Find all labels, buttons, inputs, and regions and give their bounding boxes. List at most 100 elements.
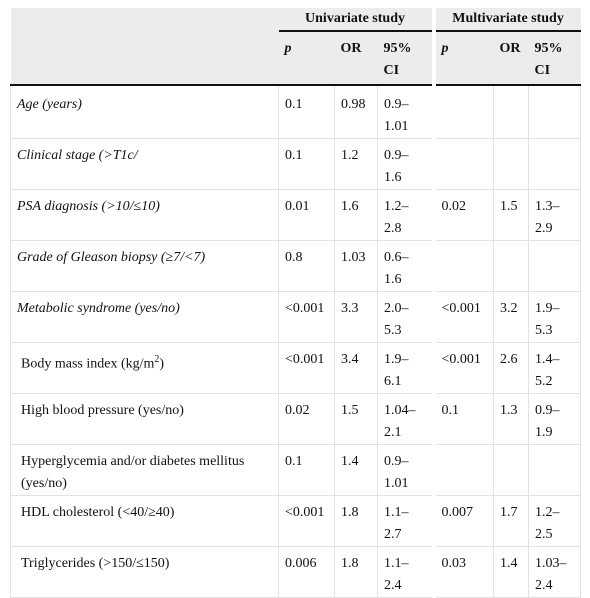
univariate-p-cell: 0.1 bbox=[278, 444, 335, 496]
multivariate-p-header: p bbox=[431, 31, 494, 85]
table-row: Clinical stage (>T1c/0.1 1.2 0.9–1.6 bbox=[10, 138, 582, 190]
univariate-or-cell: 3.3 bbox=[334, 291, 378, 343]
univariate-or-cell: 0.98 bbox=[334, 85, 378, 139]
multivariate-ci-header: 95% CI bbox=[528, 31, 581, 85]
table-body: Age (years) 0.1 0.98 0.9–1.01 Clinical stage… bbox=[10, 85, 582, 598]
label-column-header bbox=[10, 31, 279, 85]
row-label-text: Body mass index (kg/m bbox=[21, 356, 155, 372]
univariate-p-header: p bbox=[278, 31, 335, 85]
table-row: PSA diagnosis (>10/≤10) 0.01 1.6 1.2–2.8 0.0… bbox=[10, 189, 582, 241]
multivariate-ci-cell: 1.03–2.4 bbox=[528, 546, 582, 598]
multivariate-or-cell: 1.5 bbox=[493, 189, 530, 241]
univariate-ci-cell: 1.9–6.1 bbox=[377, 342, 435, 394]
row-label: Hyperglycemia and/or diabetes mellitus (… bbox=[10, 444, 279, 496]
row-label-text: High blood pressure (yes/no) bbox=[21, 403, 184, 418]
row-label: Grade of Gleason biopsy (≥7/<7) bbox=[10, 240, 279, 292]
row-label-text: Hyperglycemia and/or diabetes mellitus (… bbox=[21, 454, 245, 491]
multivariate-p-cell: 0.02 bbox=[431, 189, 495, 241]
multivariate-or-cell bbox=[493, 85, 530, 139]
univariate-or-cell: 1.03 bbox=[334, 240, 378, 292]
univariate-or-cell: 1.4 bbox=[334, 444, 378, 496]
multivariate-or-cell: 1.3 bbox=[493, 393, 530, 445]
table-row: Metabolic syndrome (yes/no) <0.001 3.3 2.0–… bbox=[10, 291, 582, 343]
row-label-text: PSA diagnosis (>10/≤10) bbox=[17, 199, 160, 214]
multivariate-or-cell: 3.2 bbox=[493, 291, 530, 343]
row-label-text: Grade of Gleason biopsy (≥7/<7) bbox=[17, 250, 206, 265]
table-row: Triglycerides (>150/≤150) 0.006 1.8 1.1–2.4… bbox=[10, 546, 582, 598]
row-label: HDL cholesterol (<40/≥40) bbox=[10, 495, 279, 547]
multivariate-p-cell: <0.001 bbox=[431, 342, 495, 394]
univariate-header: Univariate study bbox=[278, 8, 434, 32]
regression-table: Univariate study Multivariate study p OR… bbox=[10, 8, 582, 598]
multivariate-ci-cell: 1.2–2.5 bbox=[528, 495, 582, 547]
univariate-ci-cell: 0.9–1.01 bbox=[377, 444, 435, 496]
table-row: HDL cholesterol (<40/≥40) <0.001 1.8 1.1–2.… bbox=[10, 495, 582, 547]
univariate-p-cell: <0.001 bbox=[278, 495, 335, 547]
row-label: Body mass index (kg/m2) bbox=[10, 342, 279, 394]
univariate-or-cell: 1.8 bbox=[334, 546, 378, 598]
univariate-ci-cell: 2.0–5.3 bbox=[377, 291, 435, 343]
row-label-text: HDL cholesterol (<40/≥40) bbox=[21, 505, 175, 520]
multivariate-or-cell bbox=[493, 138, 530, 190]
univariate-p-cell: <0.001 bbox=[278, 342, 335, 394]
row-label-superscript: 2 bbox=[154, 354, 160, 365]
table-row: High blood pressure (yes/no) 0.02 1.5 1.04–… bbox=[10, 393, 582, 445]
univariate-ci-cell: 0.9–1.01 bbox=[377, 85, 435, 139]
multivariate-ci-cell bbox=[528, 138, 582, 190]
multivariate-ci-cell: 0.9–1.9 bbox=[528, 393, 582, 445]
row-label: Metabolic syndrome (yes/no) bbox=[10, 291, 279, 343]
univariate-ci-cell: 1.1–2.4 bbox=[377, 546, 435, 598]
univariate-p-cell: 0.006 bbox=[278, 546, 335, 598]
results-table-container: Univariate study Multivariate study p OR… bbox=[10, 8, 582, 598]
row-label-text: Clinical stage (>T1c/ bbox=[17, 148, 138, 163]
row-label-text: Triglycerides (>150/≤150) bbox=[21, 556, 170, 571]
multivariate-p-cell bbox=[431, 85, 495, 139]
univariate-ci-cell: 0.6–1.6 bbox=[377, 240, 435, 292]
multivariate-ci-cell: 1.9–5.3 bbox=[528, 291, 582, 343]
row-label-text: Age (years) bbox=[17, 97, 82, 112]
univariate-p-cell: 0.8 bbox=[278, 240, 335, 292]
header-blank bbox=[10, 8, 279, 31]
univariate-or-cell: 1.6 bbox=[334, 189, 378, 241]
multivariate-header: Multivariate study bbox=[431, 8, 581, 32]
univariate-or-cell: 1.2 bbox=[334, 138, 378, 190]
univariate-p-cell: 0.1 bbox=[278, 138, 335, 190]
multivariate-or-cell: 1.4 bbox=[493, 546, 530, 598]
multivariate-ci-cell bbox=[528, 85, 582, 139]
univariate-p-cell: 0.1 bbox=[278, 85, 335, 139]
multivariate-ci-cell: 1.4–5.2 bbox=[528, 342, 582, 394]
multivariate-or-header: OR bbox=[493, 31, 529, 85]
row-label-suffix: ) bbox=[159, 356, 165, 372]
univariate-ci-cell: 0.9–1.6 bbox=[377, 138, 435, 190]
multivariate-or-cell: 2.6 bbox=[493, 342, 530, 394]
univariate-or-cell: 1.8 bbox=[334, 495, 378, 547]
univariate-p-cell: <0.001 bbox=[278, 291, 335, 343]
univariate-ci-header: 95% CI bbox=[377, 31, 434, 85]
row-label: Age (years) bbox=[10, 85, 279, 139]
row-label: Triglycerides (>150/≤150) bbox=[10, 546, 279, 598]
multivariate-ci-cell: 1.3–2.9 bbox=[528, 189, 582, 241]
univariate-or-cell: 3.4 bbox=[334, 342, 378, 394]
univariate-p-cell: 0.01 bbox=[278, 189, 335, 241]
univariate-ci-cell: 1.04–2.1 bbox=[377, 393, 435, 445]
row-label: PSA diagnosis (>10/≤10) bbox=[10, 189, 279, 241]
multivariate-p-cell: 0.03 bbox=[431, 546, 495, 598]
multivariate-or-cell bbox=[493, 240, 530, 292]
multivariate-p-cell: <0.001 bbox=[431, 291, 495, 343]
table-row: Body mass index (kg/m2) <0.001 3.4 1.9–6.1 <… bbox=[10, 342, 582, 394]
table-row: Hyperglycemia and/or diabetes mellitus (… bbox=[10, 444, 582, 496]
univariate-or-header: OR bbox=[334, 31, 378, 85]
multivariate-or-cell: 1.7 bbox=[493, 495, 530, 547]
multivariate-p-cell: 0.1 bbox=[431, 393, 495, 445]
row-label: Clinical stage (>T1c/ bbox=[10, 138, 279, 190]
multivariate-p-cell bbox=[431, 240, 495, 292]
univariate-ci-cell: 1.2–2.8 bbox=[377, 189, 435, 241]
table-row: Age (years) 0.1 0.98 0.9–1.01 bbox=[10, 85, 582, 139]
row-label-text: Metabolic syndrome (yes/no) bbox=[17, 301, 180, 316]
multivariate-p-cell: 0.007 bbox=[431, 495, 495, 547]
table-row: Grade of Gleason biopsy (≥7/<7) 0.8 1.03 0.… bbox=[10, 240, 582, 292]
univariate-p-cell: 0.02 bbox=[278, 393, 335, 445]
univariate-ci-cell: 1.1–2.7 bbox=[377, 495, 435, 547]
multivariate-or-cell bbox=[493, 444, 530, 496]
multivariate-p-cell bbox=[431, 444, 495, 496]
